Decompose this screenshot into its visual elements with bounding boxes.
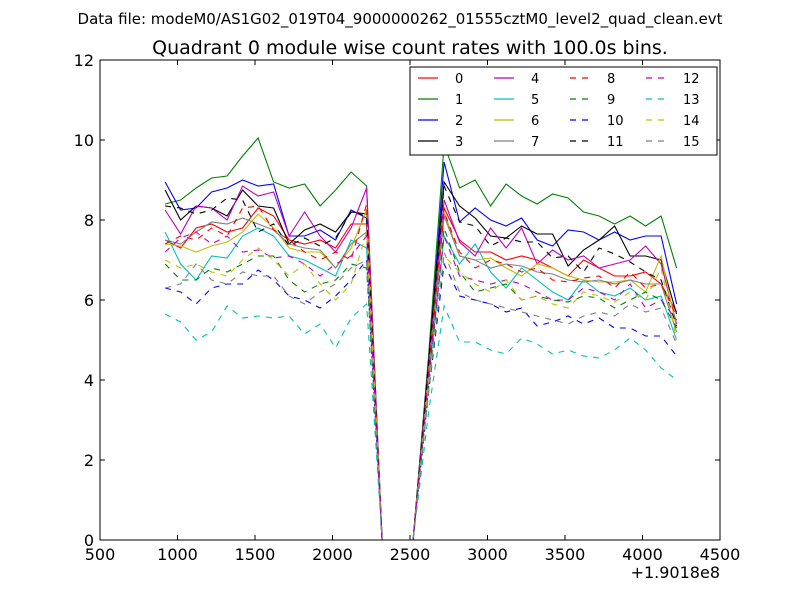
series-line-12 xyxy=(164,231,678,541)
legend-label-12: 12 xyxy=(683,72,700,87)
legend-label-14: 14 xyxy=(683,114,700,129)
legend-label-5: 5 xyxy=(531,93,539,108)
legend-label-6: 6 xyxy=(531,114,539,129)
x-tick-label: 1500 xyxy=(235,545,276,564)
legend-label-7: 7 xyxy=(531,135,539,150)
y-tick-label: 10 xyxy=(74,131,94,150)
y-tick-label: 8 xyxy=(84,211,94,230)
legend-box xyxy=(409,66,718,156)
x-tick-label: 2000 xyxy=(312,545,353,564)
x-axis-offset-label: +1.9018e8 xyxy=(631,563,720,582)
legend-label-3: 3 xyxy=(455,135,463,150)
series-line-11 xyxy=(165,185,678,541)
legend-label-9: 9 xyxy=(607,93,615,108)
series-line-9 xyxy=(164,227,678,541)
y-tick-label: 6 xyxy=(84,291,94,310)
legend-label-15: 15 xyxy=(683,135,700,150)
y-tick-label: 0 xyxy=(84,531,94,550)
y-tick-label: 12 xyxy=(74,51,94,70)
legend-label-8: 8 xyxy=(607,72,615,87)
x-tick-label: 2500 xyxy=(390,545,431,564)
x-tick-label: 500 xyxy=(85,545,116,564)
axis-ticks: 500 1000 1500 2000 2500 3000 3500 4000 4500 0 2 4 6 8… xyxy=(74,51,741,564)
legend-label-13: 13 xyxy=(683,93,700,108)
legend-label-11: 11 xyxy=(607,135,624,150)
series-line-15 xyxy=(164,251,678,541)
y-tick-label: 2 xyxy=(84,451,94,470)
series-line-13 xyxy=(164,302,677,541)
x-tick-label: 4500 xyxy=(700,545,741,564)
legend-label-0: 0 xyxy=(455,72,463,87)
y-tick-label: 4 xyxy=(84,371,94,390)
series-lines xyxy=(164,136,678,541)
x-tick-label: 3000 xyxy=(467,545,508,564)
legend-label-4: 4 xyxy=(531,72,539,87)
legend-label-10: 10 xyxy=(607,114,624,129)
suptitle: Data file: modeM0/AS1G02_019T04_90000002… xyxy=(78,10,723,29)
legend-label-2: 2 xyxy=(455,114,463,129)
x-tick-label: 3500 xyxy=(545,545,586,564)
chart-title: Quadrant 0 module wise count rates with … xyxy=(152,37,668,59)
legend-label-1: 1 xyxy=(455,93,463,108)
x-tick-label: 1000 xyxy=(157,545,198,564)
plot-area: 500 1000 1500 2000 2500 3000 3500 4000 4500 0 2 4 6 8… xyxy=(74,51,741,582)
x-tick-label: 4000 xyxy=(622,545,663,564)
